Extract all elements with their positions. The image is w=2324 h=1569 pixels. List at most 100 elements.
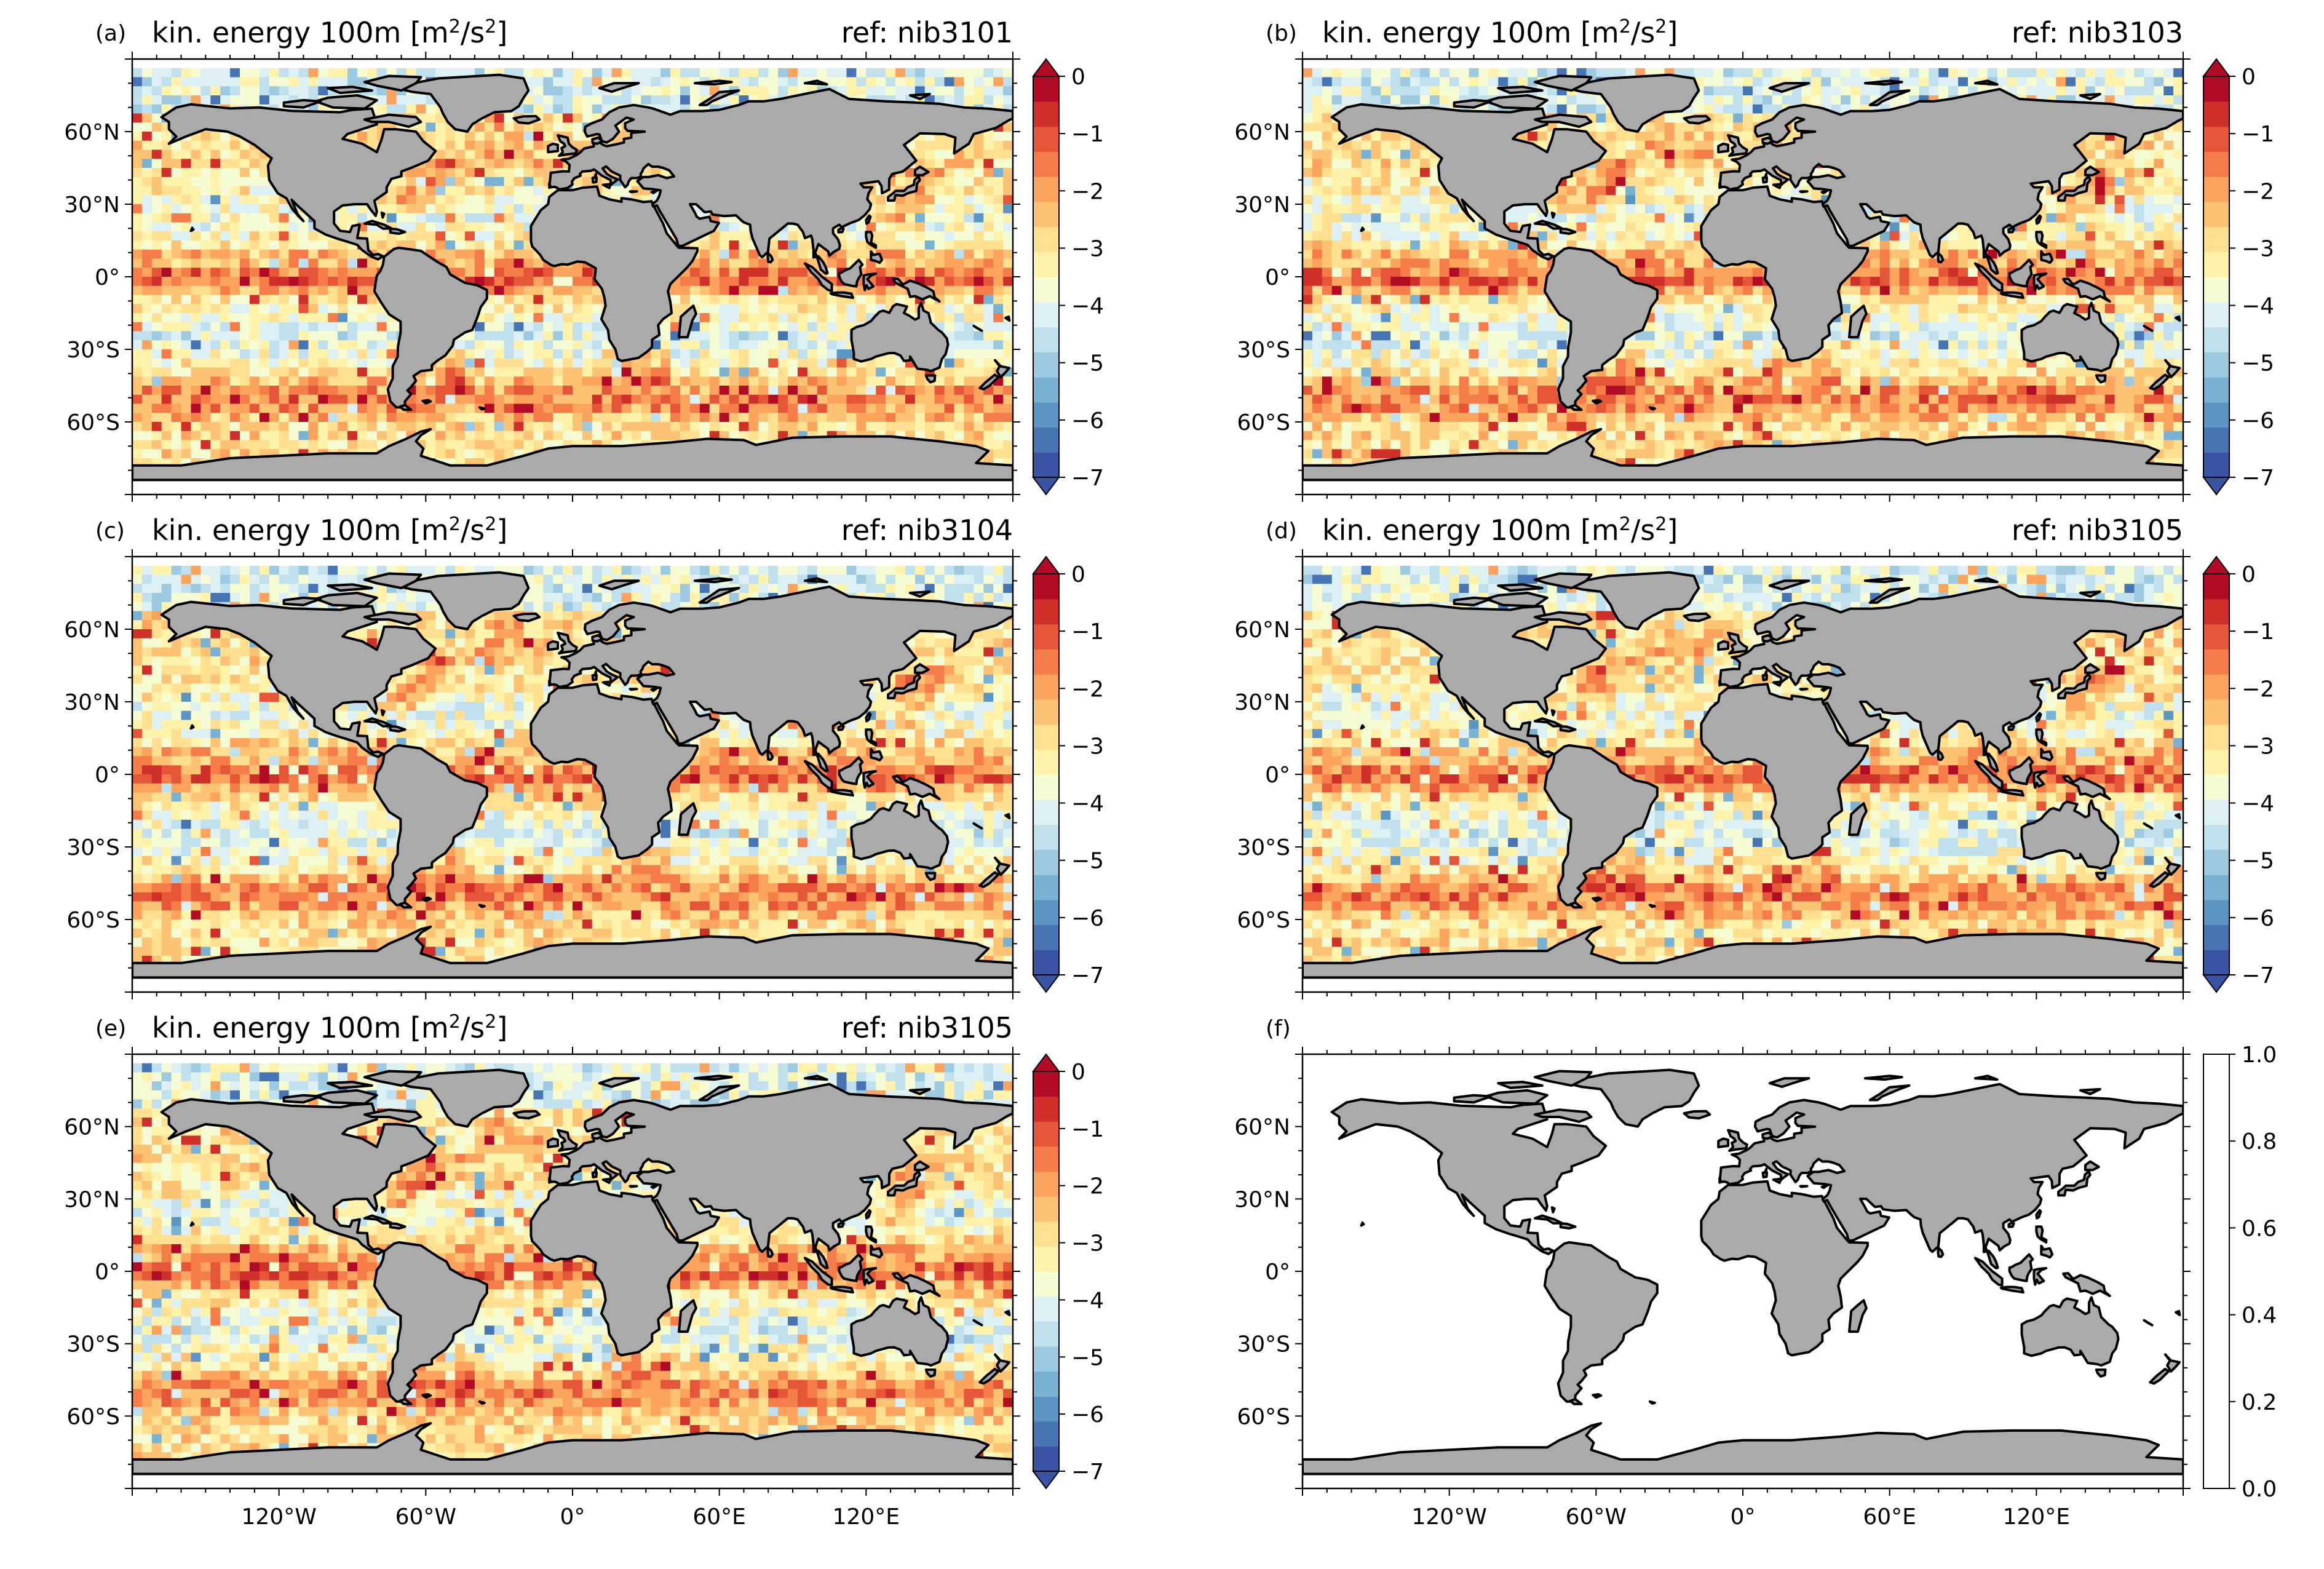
lat-tick-label: 60°S bbox=[1237, 410, 1290, 435]
title-text: /s bbox=[461, 1011, 485, 1044]
colorbar-tick-label: −1 bbox=[1071, 1117, 1104, 1142]
lon-tick-label: 60°W bbox=[1566, 1504, 1627, 1530]
title-sup: 2 bbox=[449, 514, 461, 535]
title-text: /s bbox=[461, 514, 485, 547]
colorbar-extend-min bbox=[2202, 974, 2231, 993]
colorbar-tick-label: −1 bbox=[2242, 619, 2274, 645]
lat-tick-label: 60°S bbox=[66, 410, 120, 435]
map-area bbox=[1303, 557, 2183, 992]
colorbar-tick-label: −5 bbox=[2242, 849, 2274, 874]
panel-c: 60°N 30°N 0° 30°S 60°S (c) kin. energy 100m [m… bbox=[64, 514, 1104, 999]
colorbar-tick-label: −4 bbox=[1071, 1288, 1104, 1313]
map-area bbox=[132, 557, 1013, 992]
title-text: kin. energy 100m [m bbox=[152, 1011, 449, 1044]
lat-tick-label: 60°N bbox=[1234, 618, 1290, 643]
colorbar-tick-label: −5 bbox=[2242, 351, 2274, 376]
colorbar: 0 −1 −2 −3 −4 −5 −6 −7 bbox=[1032, 1053, 1104, 1490]
panel-b: 60°N 30°N 0° 30°S 60°S (b) kin. energy 100m [m… bbox=[1234, 16, 2274, 502]
axis-ticks bbox=[1295, 549, 2191, 999]
reference-label: ref: nib3101 bbox=[841, 16, 1013, 49]
lat-tick-label: 60°S bbox=[66, 908, 120, 933]
lat-tick-label: 30°N bbox=[1234, 690, 1290, 715]
colorbar-tick-label: −3 bbox=[1071, 236, 1104, 261]
map-area bbox=[132, 59, 1013, 495]
lat-tick-label: 30°S bbox=[66, 1332, 120, 1357]
colorbar-tick-label: −4 bbox=[1071, 792, 1104, 817]
lat-tick-label: 30°N bbox=[64, 193, 120, 218]
land-mass bbox=[132, 1068, 1013, 1476]
lat-tick-label: 60°S bbox=[66, 1404, 120, 1429]
panel-label: (c) bbox=[95, 518, 125, 544]
lon-tick-label: 60°W bbox=[395, 1504, 456, 1530]
title-text: /s bbox=[1631, 514, 1655, 547]
colorbar-tick-label: −2 bbox=[2242, 677, 2274, 702]
colorbar-tick-label: −6 bbox=[1071, 408, 1104, 434]
axis-ticks bbox=[125, 52, 1020, 502]
lat-tick-label: 60°N bbox=[64, 1115, 120, 1140]
land-mass bbox=[132, 73, 1013, 482]
title-sup: 2 bbox=[1655, 514, 1667, 535]
colorbar-tick-label: −1 bbox=[2242, 122, 2274, 147]
lat-tick-label: 60°S bbox=[1237, 908, 1290, 933]
colorbar-tick-label: −2 bbox=[1071, 179, 1104, 204]
lon-tick-label: 120°E bbox=[833, 1504, 900, 1530]
panel-title: kin. energy 100m [m2/s2] bbox=[1322, 514, 1678, 547]
colorbar-tick-label: −5 bbox=[1071, 351, 1104, 376]
lat-tick-label: 30°S bbox=[1237, 1332, 1290, 1357]
panel-a: 60°N 30°N 0° 30°S 60°S (a) kin. energy 100m [m… bbox=[64, 16, 1104, 502]
colorbar-tick-label: −3 bbox=[2242, 236, 2274, 261]
colorbar-tick-label: −1 bbox=[1071, 619, 1104, 645]
lon-tick-label: 120°W bbox=[242, 1504, 317, 1530]
reference-label: ref: nib3105 bbox=[2012, 514, 2183, 547]
colorbar-tick-label: −4 bbox=[1071, 294, 1104, 319]
colorbar-tick-label: −6 bbox=[2242, 408, 2274, 434]
colorbar-extend-max bbox=[2202, 58, 2231, 77]
lon-tick-label: 120°W bbox=[1412, 1504, 1487, 1530]
colorbar-tick-label: −7 bbox=[1071, 1460, 1104, 1485]
colorbar-tick-label: −2 bbox=[1071, 1174, 1104, 1199]
title-sup: 2 bbox=[485, 514, 496, 535]
colorbar: 0 −1 −2 −3 −4 −5 −6 −7 bbox=[2202, 555, 2274, 993]
axis-ticks bbox=[1295, 52, 2191, 502]
title-text: ] bbox=[496, 514, 507, 547]
colorbar-extend-min bbox=[1032, 477, 1060, 496]
colorbar-extend-max bbox=[1032, 1053, 1060, 1072]
land-mass bbox=[1303, 73, 2183, 482]
lat-tick-label: 30°S bbox=[66, 835, 120, 860]
colorbar-extend-min bbox=[1032, 974, 1060, 993]
colorbar-tick-label: −7 bbox=[2242, 963, 2274, 988]
lat-tick-label: 30°S bbox=[66, 338, 120, 363]
lat-tick-label: 0° bbox=[95, 265, 120, 290]
title-sup: 2 bbox=[1619, 16, 1631, 38]
colorbar-tick-label: −1 bbox=[1071, 122, 1104, 147]
land-mass bbox=[1303, 571, 2183, 979]
reference-label: ref: nib3105 bbox=[841, 1011, 1013, 1044]
colorbar: 0 −1 −2 −3 −4 −5 −6 −7 bbox=[1032, 555, 1104, 993]
title-sup: 2 bbox=[1655, 16, 1667, 38]
lat-tick-label: 30°N bbox=[1234, 193, 1290, 218]
title-text: kin. energy 100m [m bbox=[1322, 16, 1619, 49]
colorbar-extend-max bbox=[2202, 555, 2231, 574]
lat-tick-label: 0° bbox=[95, 1260, 120, 1285]
title-text: kin. energy 100m [m bbox=[152, 16, 449, 49]
lat-tick-label: 60°N bbox=[64, 120, 120, 145]
colorbar-tick-label: 0 bbox=[1071, 1060, 1085, 1085]
lat-tick-label: 30°S bbox=[1237, 338, 1290, 363]
colorbar: 0 −1 −2 −3 −4 −5 −6 −7 bbox=[2202, 58, 2274, 496]
colorbar-tick-label: 0.2 bbox=[2242, 1390, 2277, 1415]
lat-tick-label: 30°N bbox=[64, 1187, 120, 1212]
lat-tick-label: 0° bbox=[1265, 265, 1290, 290]
lon-tick-label: 60°E bbox=[692, 1504, 746, 1530]
colorbar-tick-label: −5 bbox=[1071, 1345, 1104, 1370]
title-text: ] bbox=[496, 16, 507, 49]
panel-label: (d) bbox=[1266, 518, 1297, 544]
title-text: ] bbox=[1667, 16, 1678, 49]
colorbar-tick-label: −5 bbox=[1071, 849, 1104, 874]
panel-title: kin. energy 100m [m2/s2] bbox=[152, 514, 507, 547]
panel-f: 60°N 30°N 0° 30°S 60°S 120°W 60°W 0° 60°E 120°E (f… bbox=[1234, 1016, 2277, 1530]
colorbar-tick-label: −4 bbox=[2242, 792, 2274, 817]
title-text: /s bbox=[1631, 16, 1655, 49]
lat-tick-label: 60°N bbox=[64, 618, 120, 643]
lat-tick-label: 30°N bbox=[1234, 1187, 1290, 1212]
colorbar-extend-max bbox=[1032, 58, 1060, 77]
